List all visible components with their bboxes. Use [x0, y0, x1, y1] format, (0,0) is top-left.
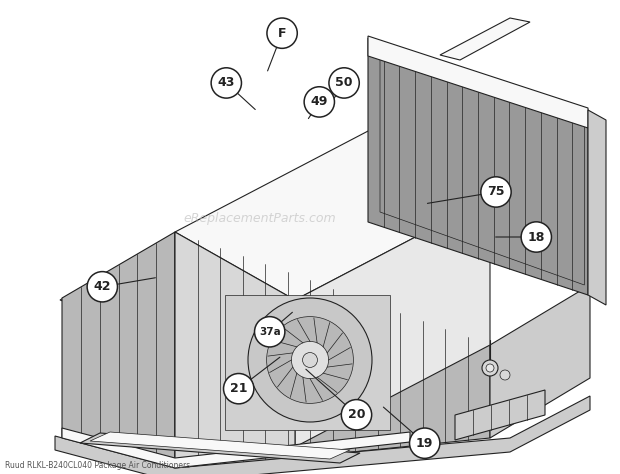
Polygon shape [60, 230, 490, 415]
Circle shape [248, 298, 372, 422]
Text: 43: 43 [218, 76, 235, 90]
Text: 20: 20 [348, 408, 365, 421]
Polygon shape [80, 433, 360, 463]
Circle shape [255, 317, 285, 347]
Text: 42: 42 [94, 280, 111, 293]
Circle shape [291, 341, 329, 379]
Text: 21: 21 [230, 382, 247, 395]
Polygon shape [368, 38, 588, 295]
Circle shape [87, 272, 117, 302]
Text: 18: 18 [528, 230, 545, 244]
Polygon shape [175, 232, 490, 470]
Polygon shape [490, 285, 590, 438]
Polygon shape [455, 390, 545, 440]
Polygon shape [295, 198, 490, 447]
Circle shape [486, 364, 494, 372]
Circle shape [211, 68, 241, 98]
Text: F: F [278, 27, 286, 40]
Circle shape [303, 353, 317, 367]
Circle shape [224, 374, 254, 404]
Circle shape [342, 400, 371, 430]
Polygon shape [175, 232, 295, 470]
Circle shape [329, 68, 359, 98]
Circle shape [481, 177, 511, 207]
Polygon shape [62, 428, 410, 468]
Text: Ruud RLKL-B240CL040 Package Air Conditioners: Ruud RLKL-B240CL040 Package Air Conditio… [5, 461, 190, 470]
Text: 75: 75 [487, 185, 505, 199]
Circle shape [267, 317, 353, 403]
Polygon shape [440, 18, 530, 60]
Polygon shape [55, 396, 590, 474]
Polygon shape [368, 36, 588, 128]
Polygon shape [90, 432, 350, 459]
Text: 37a: 37a [259, 327, 281, 337]
Circle shape [410, 428, 440, 458]
Circle shape [521, 222, 551, 252]
Polygon shape [225, 295, 390, 430]
Circle shape [267, 18, 297, 48]
Polygon shape [62, 232, 175, 470]
Circle shape [500, 370, 510, 380]
Circle shape [304, 87, 334, 117]
Polygon shape [175, 130, 490, 300]
Polygon shape [588, 110, 606, 305]
Text: 49: 49 [311, 95, 328, 109]
Text: 50: 50 [335, 76, 353, 90]
Circle shape [482, 360, 498, 376]
Text: eReplacementParts.com: eReplacementParts.com [184, 211, 336, 225]
Text: 19: 19 [416, 437, 433, 450]
